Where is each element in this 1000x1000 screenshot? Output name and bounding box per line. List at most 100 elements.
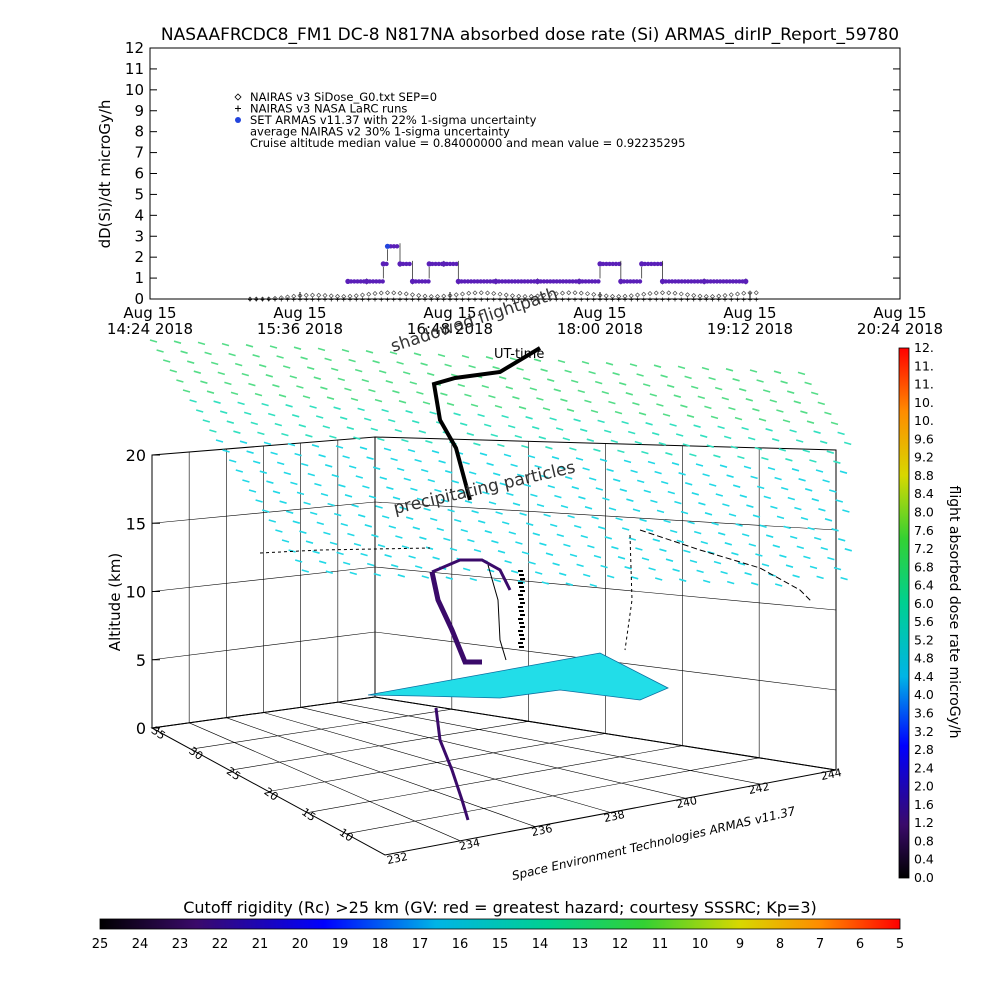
particle-mark: [713, 560, 722, 565]
particle-mark: [272, 384, 280, 388]
altitude-label: Altitude (km): [106, 553, 124, 651]
particle-mark: [445, 576, 454, 580]
flight-path-dot: [520, 626, 525, 628]
particle-mark: [806, 420, 815, 424]
particle-mark: [773, 370, 782, 374]
nairas-diamond-point: [247, 296, 253, 302]
particle-mark: [682, 443, 691, 447]
particle-mark: [186, 360, 195, 364]
particle-mark: [577, 389, 586, 394]
particle-mark: [268, 519, 277, 523]
particle-mark: [708, 483, 717, 487]
particle-mark: [340, 522, 349, 527]
nairas-plus-point: [423, 297, 427, 302]
particle-mark: [323, 531, 331, 536]
dose-tick-label: 11.: [914, 377, 934, 392]
nairas-plus-point: [485, 297, 490, 302]
armas-dose-point: [397, 261, 403, 267]
xtick-label-date: Aug 15: [723, 304, 776, 322]
nairas-plus-point: [441, 297, 446, 302]
particle-mark: [606, 574, 615, 579]
particle-mark: [497, 443, 505, 448]
nairas-plus-point: [685, 297, 690, 302]
particle-mark: [228, 459, 237, 463]
nairas-plus-point: [260, 297, 265, 302]
lon-tick-label: 236: [530, 822, 553, 839]
particle-mark: [732, 484, 741, 488]
armas-dose-point: [682, 279, 688, 284]
flight-path-dot: [519, 646, 524, 648]
particle-mark: [446, 402, 455, 406]
nairas-plus-point: [741, 297, 746, 302]
particle-mark: [459, 422, 468, 426]
nairas-diamond-point: [678, 291, 684, 297]
rigidity-tick-label: 10: [692, 937, 709, 952]
particle-mark: [396, 361, 404, 365]
legend-entry: average NAIRAS v2 30% 1-sigma uncertaint…: [250, 125, 510, 139]
particle-mark: [354, 368, 363, 373]
particle-mark: [675, 433, 684, 437]
ytick-label: 8: [134, 123, 144, 141]
dose-tick-label: 4.8: [914, 651, 934, 666]
particle-mark: [819, 440, 828, 444]
floor-gridline: [337, 701, 761, 785]
particle-mark: [618, 382, 627, 386]
particle-mark: [588, 370, 596, 375]
particle-mark: [817, 401, 826, 406]
particle-mark: [298, 424, 307, 428]
nairas-plus-point: [366, 297, 371, 302]
particle-mark: [792, 574, 800, 578]
particle-mark: [313, 376, 322, 380]
flight-path-dot: [518, 606, 523, 608]
nairas-plus-point: [754, 297, 759, 302]
particle-mark: [606, 468, 614, 472]
rigidity-colorbar-gradient: [99, 918, 901, 930]
particle-mark: [813, 430, 821, 434]
particle-mark: [322, 425, 331, 429]
flight-path-thin: [487, 564, 507, 661]
particle-mark: [285, 404, 293, 408]
particle-mark: [300, 356, 308, 360]
armas-dose-point: [472, 279, 477, 284]
particle-mark: [669, 529, 678, 534]
particle-mark: [689, 453, 697, 457]
particle-mark: [588, 477, 597, 481]
dose-tick-label: 12.: [914, 340, 934, 355]
particle-mark: [425, 440, 433, 444]
particle-mark: [605, 362, 614, 366]
particle-mark: [305, 434, 313, 438]
particle-mark: [755, 553, 763, 557]
dose-tick-label: 7.6: [914, 523, 934, 538]
particle-mark: [601, 390, 610, 395]
particle-mark: [610, 439, 619, 444]
particle-mark: [377, 437, 385, 442]
nairas-plus-point: [498, 297, 502, 302]
particle-mark: [401, 438, 409, 443]
armas-dose-point: [721, 279, 726, 284]
nairas-plus-point: [729, 297, 734, 302]
ytick-label: 5: [134, 185, 144, 203]
particle-mark: [279, 500, 287, 504]
particle-mark: [329, 435, 337, 439]
particle-mark: [344, 494, 353, 498]
particle-mark: [672, 568, 680, 572]
particle-mark: [651, 432, 660, 436]
nairas-plus-point: [385, 297, 390, 302]
nairas-plus-point: [654, 297, 659, 302]
ytick-label: 1: [134, 269, 144, 287]
particle-mark: [663, 519, 671, 524]
particle-mark: [283, 471, 292, 476]
particle-mark: [695, 463, 704, 467]
particle-mark: [402, 371, 411, 375]
nairas-plus-point: [373, 297, 377, 302]
lat-tick-label: 10: [337, 826, 356, 845]
nairas-plus-point: [341, 297, 346, 302]
armas-dose-point: [352, 279, 357, 284]
armas-dose-point: [659, 278, 666, 284]
rigidity-tick-label: 24: [132, 937, 149, 952]
nairas-plus-point: [354, 297, 359, 302]
particle-mark: [743, 465, 752, 470]
alt-tick-label: 20: [126, 446, 146, 465]
armas-dose-point: [409, 278, 416, 284]
particle-mark: [654, 470, 662, 475]
